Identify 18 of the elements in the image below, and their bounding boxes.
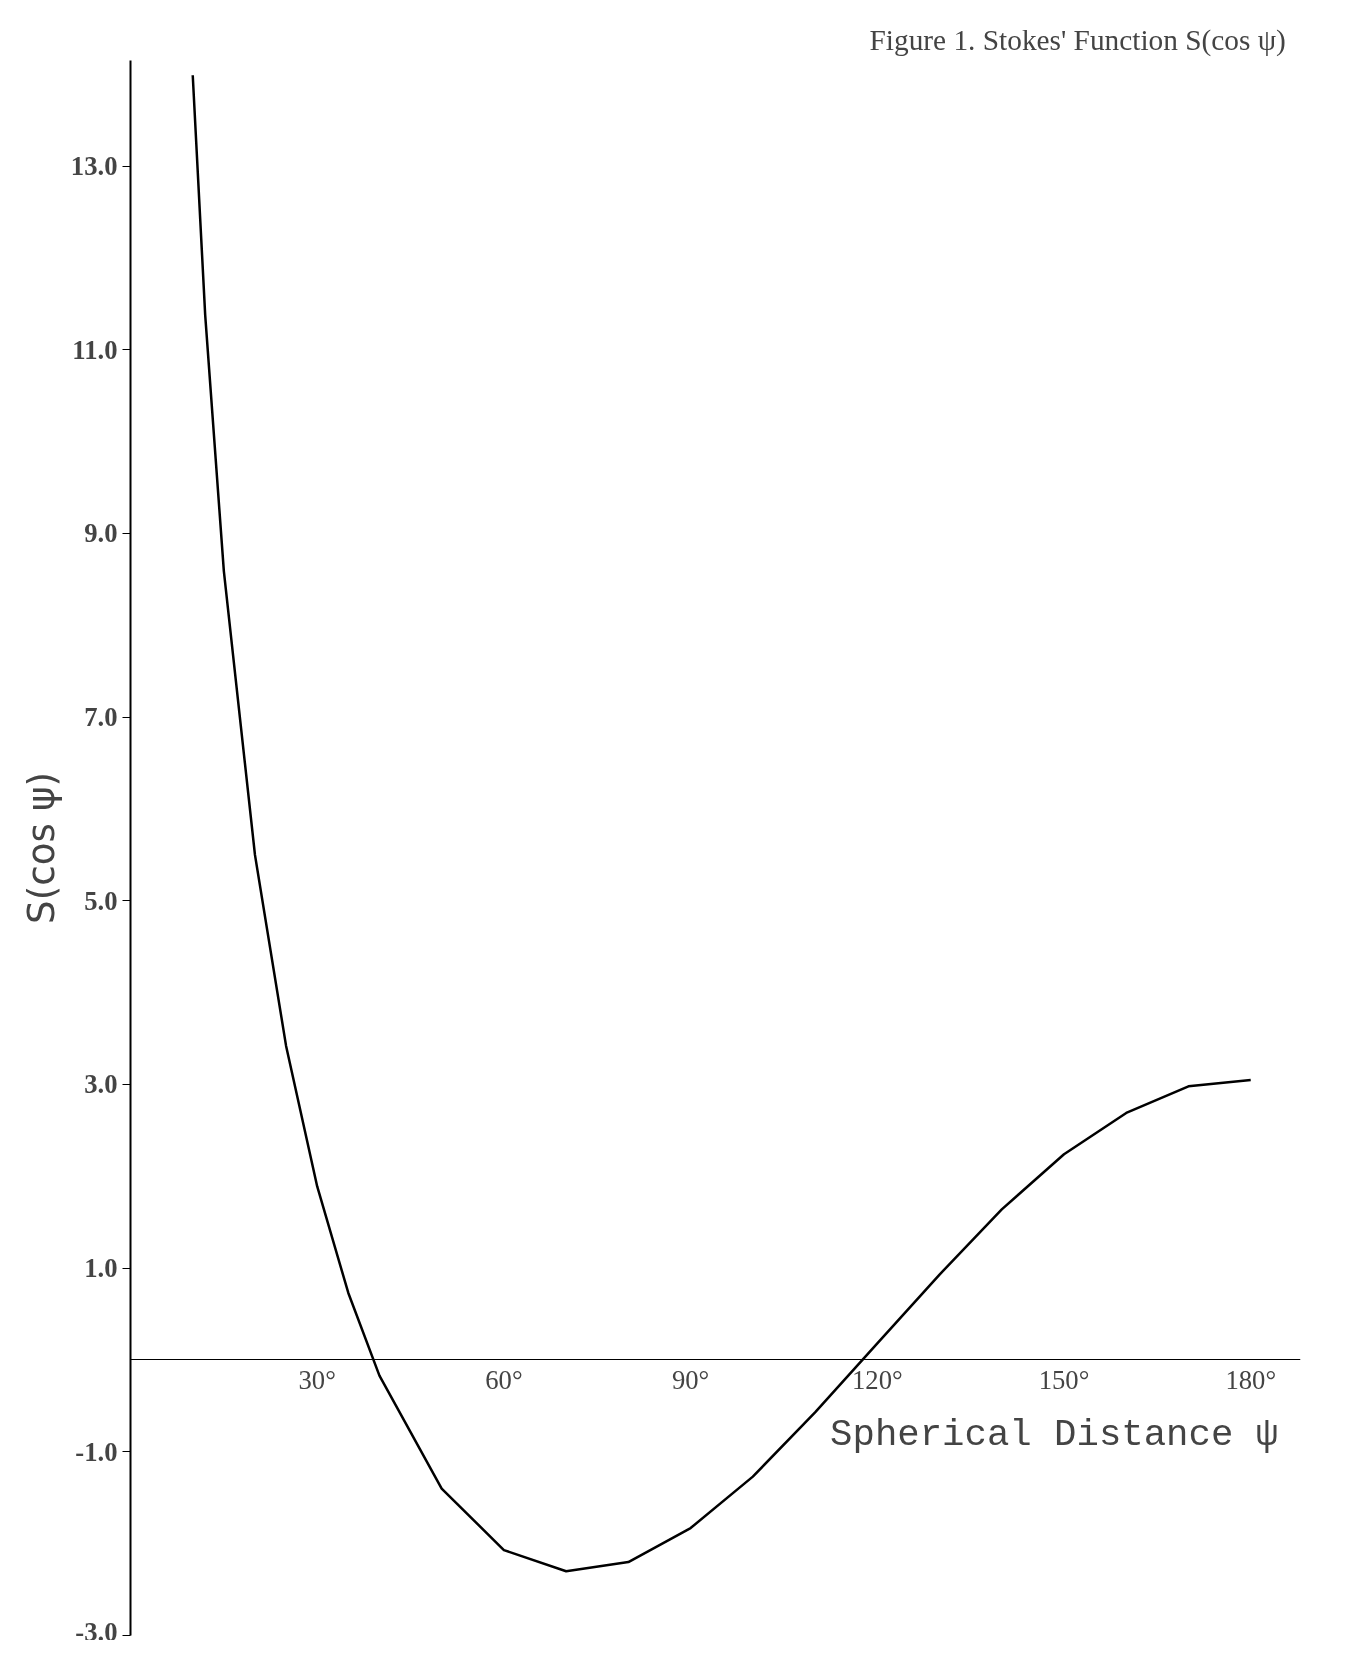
y-tick-label: 3.0 — [84, 1069, 118, 1100]
y-tick-label: 11.0 — [72, 334, 118, 365]
x-tick-label: 90° — [671, 1364, 710, 1395]
x-tick-label: 180° — [1225, 1364, 1277, 1395]
x-tick-label: 30° — [298, 1364, 336, 1395]
y-tick-label: 5.0 — [84, 885, 118, 916]
x-axis-title: Spherical Distance ψ — [830, 1413, 1279, 1456]
y-tick-label: 9.0 — [84, 518, 118, 549]
y-axis-title: S(cos ψ) — [18, 771, 63, 925]
y-tick-label: 1.0 — [84, 1253, 118, 1284]
x-tick-label: 120° — [851, 1364, 903, 1395]
y-tick-label: -1.0 — [75, 1436, 118, 1467]
x-tick-label: 60° — [485, 1364, 523, 1395]
y-tick-label: -3.0 — [75, 1616, 118, 1647]
chart-title: Figure 1. Stokes' Function S(cos ψ) — [869, 23, 1286, 57]
y-tick-label: 7.0 — [84, 702, 118, 733]
x-tick-label: 150° — [1038, 1364, 1090, 1395]
y-tick-label: 13.0 — [70, 151, 118, 182]
